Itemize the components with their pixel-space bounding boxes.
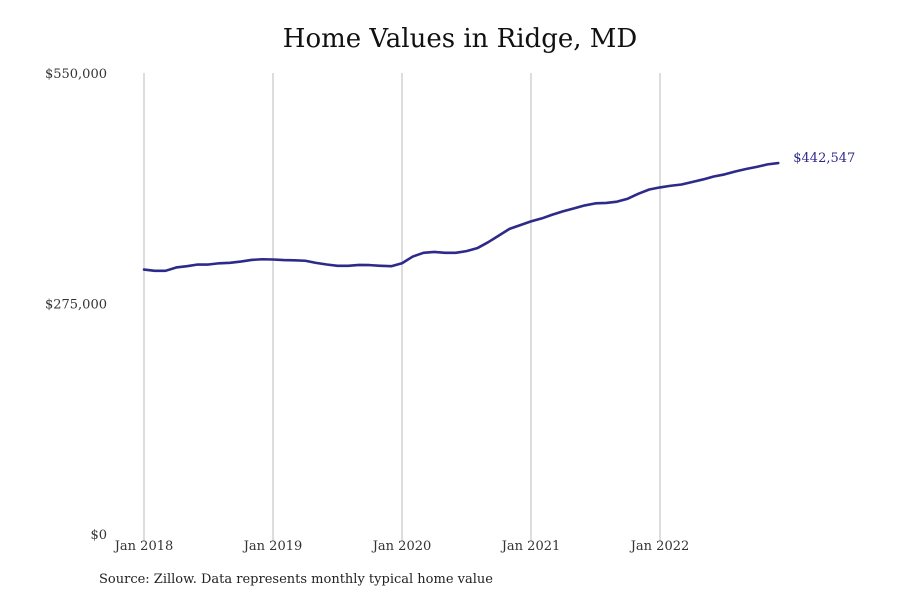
- source-note: Source: Zillow. Data represents monthly …: [99, 572, 493, 587]
- x-tick-label: Jan 2022: [629, 539, 690, 554]
- x-tick-label: Jan 2021: [500, 539, 561, 554]
- x-tick-label: Jan 2019: [242, 539, 303, 554]
- y-tick-label: $550,000: [45, 67, 107, 82]
- x-axis-labels: Jan 2018 Jan 2019 Jan 2020 Jan 2021 Jan 2022: [113, 539, 690, 554]
- vertical-gridlines: [144, 73, 660, 542]
- end-label-layer: $442,547: [793, 151, 855, 166]
- y-tick-label: $275,000: [45, 298, 107, 313]
- x-tick-label: Jan 2018: [113, 539, 174, 554]
- end-value-label: $442,547: [793, 151, 855, 166]
- series-layer: [144, 163, 778, 271]
- y-axis-labels: $0 $275,000 $550,000: [45, 67, 107, 543]
- y-tick-label: $0: [90, 528, 107, 543]
- x-tick-label: Jan 2020: [371, 539, 432, 554]
- series-line: [144, 163, 778, 271]
